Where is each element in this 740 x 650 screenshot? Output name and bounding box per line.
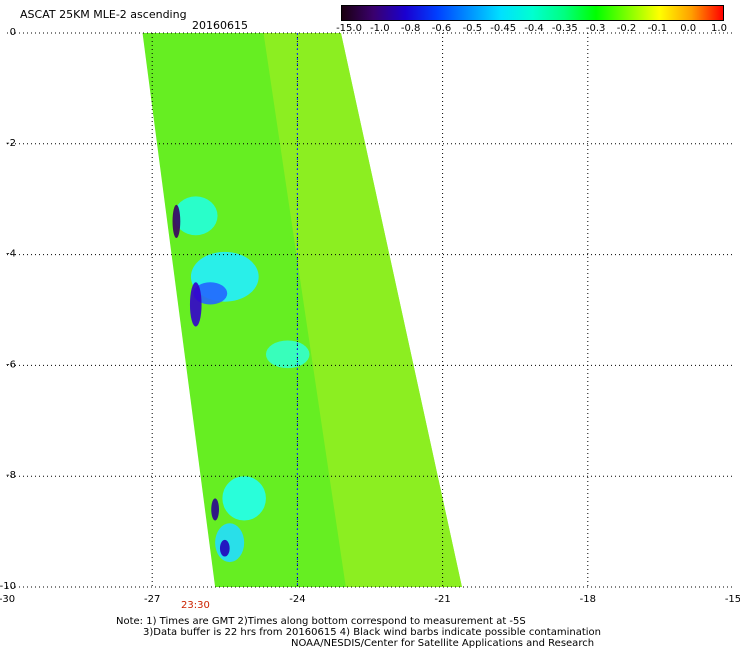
y-tick-label: -6 [6, 359, 16, 370]
colorbar-tick-label: -0.45 [490, 23, 517, 34]
colorbar-tick-label: -1.0 [370, 23, 390, 34]
wind-patch [222, 476, 266, 521]
colorbar-tick-label: -15.0 [336, 23, 362, 34]
colorbar-tick-label: 0.0 [680, 23, 697, 34]
wind-patch [265, 340, 310, 369]
note-line-3: NOAA/NESDIS/Center for Satellite Applica… [291, 638, 595, 649]
wind-patch [193, 282, 228, 305]
colorbar-tick-label: -0.8 [400, 23, 421, 34]
y-tick-label: -4 [6, 249, 16, 260]
colorbar-tick-label: -0.5 [462, 23, 483, 34]
y-tick-label: -2 [6, 138, 16, 149]
x-tick-label: -24 [289, 594, 305, 605]
wind-swath [142, 33, 462, 587]
colorbar-tick-label: -0.35 [551, 23, 578, 34]
x-tick-label: -27 [144, 594, 160, 605]
colorbar-tick-label: -0.2 [616, 23, 637, 34]
note-line-1: Note: 1) Times are GMT 2)Times along bot… [116, 616, 526, 627]
wind-patch [189, 282, 202, 327]
note-line-2: 3)Data buffer is 22 hrs from 20160615 4)… [143, 627, 601, 638]
y-tick-label: 0 [10, 27, 16, 38]
y-tick-label: -10 [0, 581, 16, 592]
y-tick-label: -8 [6, 470, 16, 481]
wind-patch [211, 498, 219, 521]
axes: -30 -27 -24 -21 -18 -15 0 -2 -4 -6 -8 -10 [0, 27, 740, 605]
wind-patch [173, 196, 218, 236]
x-tick-label: -30 [0, 594, 15, 605]
x-tick-label: -18 [580, 594, 596, 605]
colorbar [341, 5, 724, 21]
time-label: 23:30 [181, 600, 210, 611]
colorbar-tick-label: -0.1 [647, 23, 668, 34]
swath-east-band [263, 33, 462, 587]
x-tick-label: -15 [725, 594, 740, 605]
colorbar-tick-label: -0.6 [431, 23, 452, 34]
colorbar-gradient [342, 6, 723, 20]
wind-patch [172, 204, 181, 238]
x-tick-label: -21 [434, 594, 450, 605]
wind-patch [215, 523, 245, 563]
grid-lines [7, 32, 733, 588]
image-date: 20160615 [192, 19, 248, 32]
colorbar-tick-label: -0.4 [524, 23, 544, 34]
image-title: ASCAT 25KM MLE-2 ascending [20, 8, 187, 21]
wind-patch [219, 539, 230, 557]
colorbar-labels: -15.0 -1.0 -0.8 -0.6 -0.5 -0.45 -0.4 -0.35 -0.3-… [335, 23, 735, 35]
colorbar-tick-label: 1.0 [711, 23, 727, 34]
colorbar-tick-label: -0.3 [585, 23, 606, 34]
